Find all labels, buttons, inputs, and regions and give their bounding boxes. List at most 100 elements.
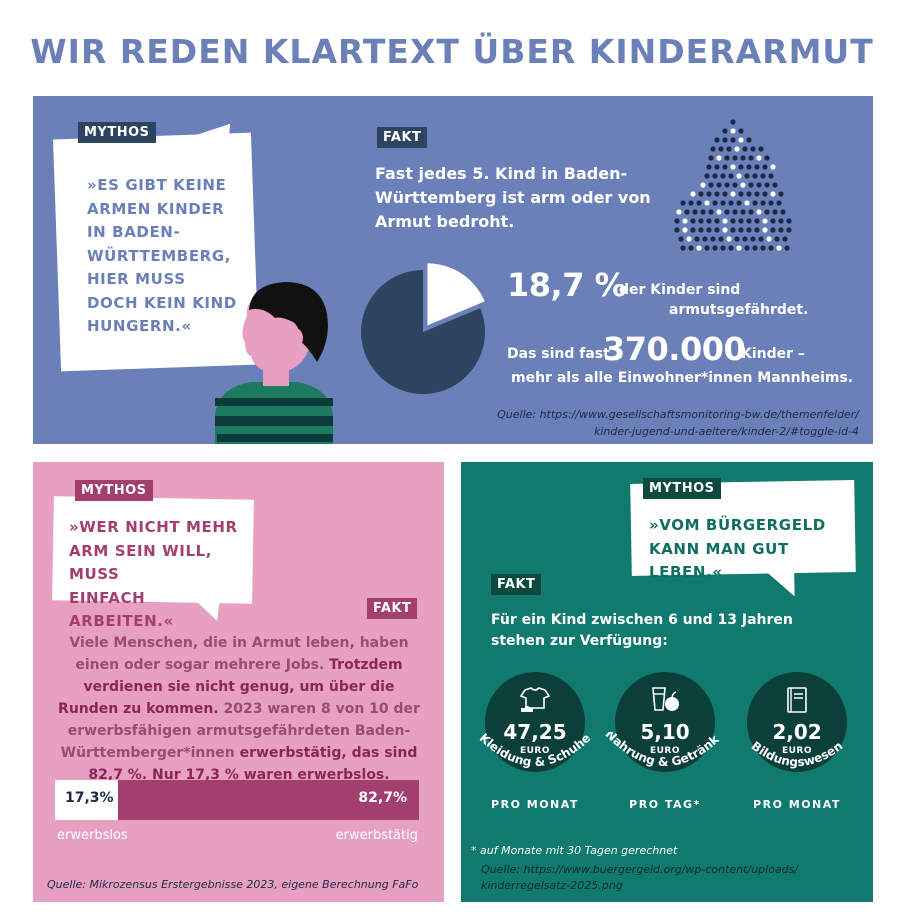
map-dot <box>694 236 700 242</box>
category-label-arc: Kleidung & Schuhe <box>477 732 594 769</box>
map-dot <box>716 209 722 215</box>
map-dot <box>768 173 774 179</box>
map-dot <box>756 155 762 161</box>
svg-text:Kleidung & Schuhe: Kleidung & Schuhe <box>477 732 594 769</box>
myth-line: »ES GIBT KEINE <box>87 176 227 194</box>
map-dot <box>786 227 792 233</box>
map-dot <box>764 182 770 188</box>
map-dot <box>738 128 744 134</box>
map-dot <box>738 218 744 224</box>
fakt-text-part: in Baden-Württemberg ist arm oder von Ar… <box>375 164 651 231</box>
map-dot <box>730 218 736 224</box>
map-dot <box>752 245 758 251</box>
source-note: Quelle: https://www.gesellschaftsmonitor… <box>497 406 859 440</box>
myth-line: »VOM BÜRGERGELD <box>649 516 826 534</box>
period-label: PRO TAG* <box>629 798 701 811</box>
map-dot <box>716 155 722 161</box>
boy-illustration-icon <box>215 282 333 444</box>
myth-line: »WER NICHT MEHR <box>69 518 238 536</box>
map-dot <box>744 173 750 179</box>
myth-line: IN BADEN- <box>87 223 181 241</box>
amount-value: 2,02 <box>772 720 822 744</box>
category-label: Nahrung & Getränke <box>600 732 722 769</box>
map-dot <box>778 227 784 233</box>
map-dot <box>746 227 752 233</box>
map-dot <box>748 155 754 161</box>
map-dot <box>708 155 714 161</box>
map-dot <box>748 209 754 215</box>
map-dot <box>772 182 778 188</box>
mythos-tag: MYTHOS <box>75 480 153 501</box>
glass-apple-icon <box>652 687 679 711</box>
map-dot <box>736 173 742 179</box>
map-dot <box>766 236 772 242</box>
map-dot <box>722 128 728 134</box>
category-label: Kleidung & Schuhe <box>477 732 594 769</box>
employed-value: 82,7% <box>358 790 407 806</box>
fakt-tag: FAKT <box>491 574 542 595</box>
count-prefix: Das sind fast <box>507 346 610 362</box>
map-dot <box>756 209 762 215</box>
map-dot <box>762 227 768 233</box>
comparison-highlight: alle Einwohner*innen Mannheims. <box>584 370 854 386</box>
map-dot <box>704 173 710 179</box>
map-dot <box>760 200 766 206</box>
map-dot <box>762 191 768 197</box>
footnote: * auf Monate mit 30 Tagen gerechnet <box>471 844 678 857</box>
map-dot <box>676 209 682 215</box>
book-icon <box>787 687 807 713</box>
map-dot <box>700 209 706 215</box>
map-dot <box>692 209 698 215</box>
map-dot <box>690 227 696 233</box>
map-dot <box>764 155 770 161</box>
map-dot <box>722 218 728 224</box>
map-dot <box>742 236 748 242</box>
map-dot <box>742 146 748 152</box>
map-dot <box>746 137 752 143</box>
map-dot <box>688 200 694 206</box>
map-dot <box>736 200 742 206</box>
map-dot <box>768 245 774 251</box>
employed-caption: erwerbstätig <box>335 828 418 843</box>
map-dot <box>674 218 680 224</box>
source-note: Quelle: Mikrozensus Erstergebnisse 2023,… <box>47 878 419 891</box>
map-dot <box>698 218 704 224</box>
map-dot <box>712 200 718 206</box>
map-dot <box>752 200 758 206</box>
map-dot <box>700 182 706 188</box>
map-dot <box>760 173 766 179</box>
map-dot <box>786 218 792 224</box>
period-label: PRO MONAT <box>753 798 841 811</box>
map-dot <box>710 236 716 242</box>
map-dot <box>702 236 708 242</box>
map-dot <box>678 236 684 242</box>
map-dot <box>772 209 778 215</box>
myth-quote: »ES GIBT KEINE ARMEN KINDER IN BADEN- WÜ… <box>87 174 257 339</box>
map-dot <box>696 200 702 206</box>
comparison-text: mehr als alle Einwohner*innen Mannheims. <box>511 370 853 386</box>
fakt-tag: FAKT <box>367 598 418 619</box>
myth-quote: »VOM BÜRGERGELD KANN MAN GUT LEBEN.« <box>649 514 849 585</box>
map-dot <box>724 155 730 161</box>
map-dot <box>710 146 716 152</box>
fakt-text: Für ein Kind zwischen 6 und 13 Jahren st… <box>491 610 811 652</box>
pie-slice-poverty <box>427 263 485 326</box>
fakt-text-highlight: erwerbstätig, das sind 82,7 %. Nur 17,3 … <box>88 745 418 783</box>
map-dot <box>704 200 710 206</box>
category-label: Bildungswesen <box>749 739 846 770</box>
map-dot <box>770 164 776 170</box>
map-dot <box>704 245 710 251</box>
fakt-text-highlight: 5. Kind <box>472 164 536 183</box>
map-dot <box>738 191 744 197</box>
fakt-text-highlight: Trotzdem verdienen sie nicht genug, um ü… <box>58 657 403 717</box>
map-dot <box>730 191 736 197</box>
bottom-right-panel: MYTHOS »VOM BÜRGERGELD KANN MAN GUT LEBE… <box>461 462 873 902</box>
map-dot <box>722 137 728 143</box>
map-dot <box>680 200 686 206</box>
map-dot <box>690 218 696 224</box>
map-dot <box>774 236 780 242</box>
myth-line: WÜRTTEMBERG, <box>87 246 232 265</box>
currency-label: EURO <box>781 746 813 756</box>
map-dot <box>732 182 738 188</box>
map-dot <box>730 164 736 170</box>
